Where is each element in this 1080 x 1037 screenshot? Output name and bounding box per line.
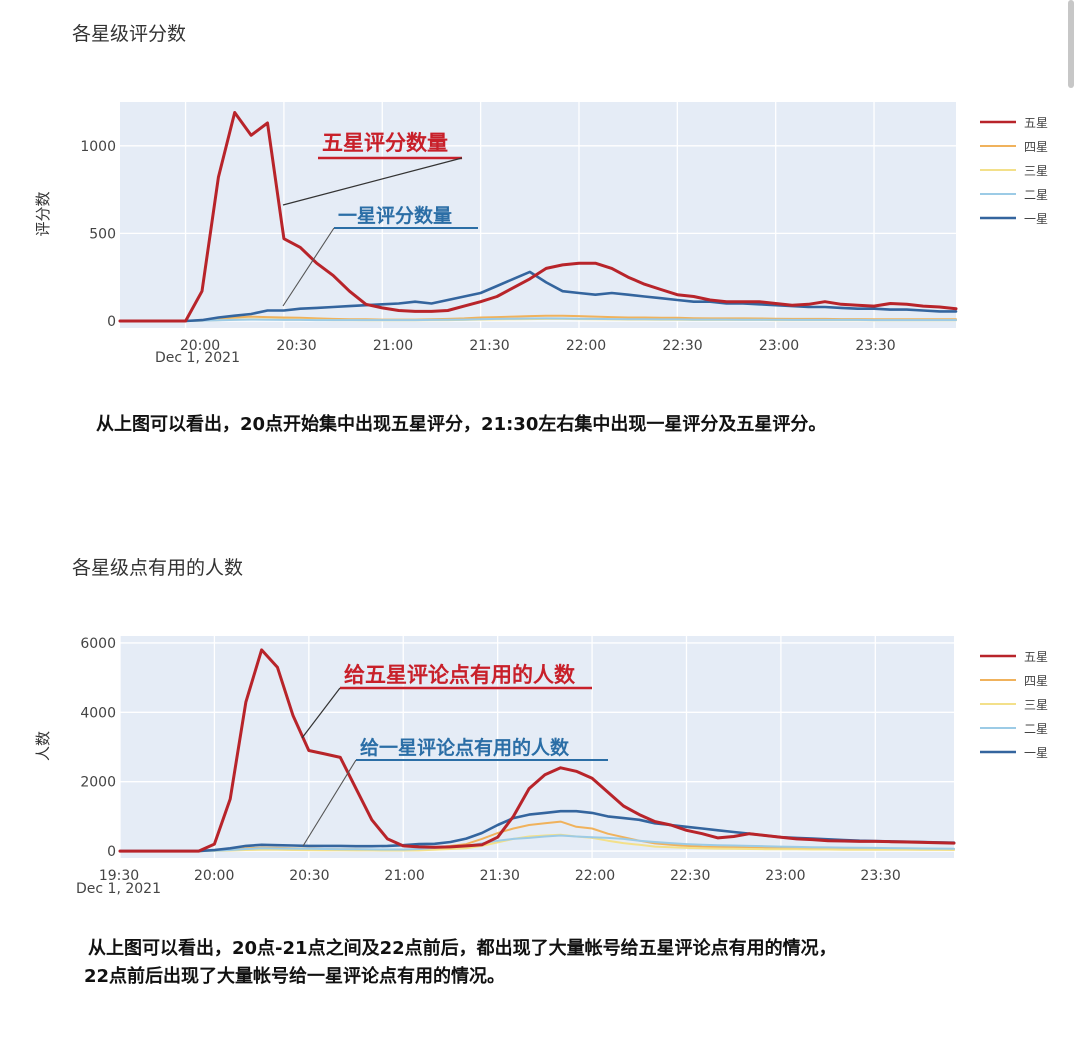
y-tick-label: 6000 xyxy=(80,636,116,652)
y-tick-label: 4000 xyxy=(80,705,116,721)
x-tick-label: 22:00 xyxy=(575,868,615,884)
x-tick-label: 23:30 xyxy=(860,868,900,884)
legend-item-label[interactable]: 四星 xyxy=(1024,674,1048,688)
y-tick-label: 1000 xyxy=(80,139,116,155)
x-tick-label: 22:30 xyxy=(670,868,710,884)
x-tick-label: 21:30 xyxy=(469,338,509,354)
x-axis-date-label: Dec 1, 2021 xyxy=(76,881,161,897)
y-tick-label: 500 xyxy=(89,226,116,242)
annotation-pointer xyxy=(301,687,341,739)
series-line-1 xyxy=(118,648,956,853)
x-tick-label: 23:30 xyxy=(855,338,895,354)
y-tick-label: 2000 xyxy=(80,775,116,791)
x-axis-date-label: Dec 1, 2021 xyxy=(155,350,240,366)
series-line-4 xyxy=(119,834,955,853)
caption-line: 22点前后出现了大量帐号给一星评论点有用的情况。 xyxy=(84,965,505,987)
x-tick-label: 23:00 xyxy=(765,868,805,884)
plot-area xyxy=(120,102,956,328)
annotation-one-star: 一星评分数量 xyxy=(338,204,452,227)
x-tick-label: 21:30 xyxy=(480,868,520,884)
legend-item-label[interactable]: 五星 xyxy=(1024,650,1048,664)
x-tick-label: 21:00 xyxy=(384,868,424,884)
annotation-pointer xyxy=(282,157,463,206)
chart-2: 各星级点有用的人数 19:30 20:00 20:30 21:00 21:30 22:00 2… xyxy=(34,557,1048,987)
x-tick-label: 20:30 xyxy=(276,338,316,354)
legend-item-label[interactable]: 一星 xyxy=(1024,746,1048,760)
chart-title: 各星级点有用的人数 xyxy=(72,557,243,579)
annotation-pointer xyxy=(302,759,357,847)
chart-title: 各星级评分数 xyxy=(72,23,186,45)
legend-item-label[interactable]: 二星 xyxy=(1024,188,1048,202)
x-tick-label: 20:30 xyxy=(289,868,329,884)
legend-item-label[interactable]: 三星 xyxy=(1024,698,1048,712)
annotation-one-star: 给一星评论点有用的人数 xyxy=(360,736,570,759)
series-line-3 xyxy=(119,833,955,853)
series-line-1 xyxy=(118,111,958,323)
x-tick-label: 20:00 xyxy=(194,868,234,884)
caption-text: 从上图可以看出，20点开始集中出现五星评分，21:30左右集中出现一星评分及五星… xyxy=(96,413,826,435)
annotation-five-star: 给五星评论点有用的人数 xyxy=(344,663,576,687)
x-tick-label: 23:00 xyxy=(759,338,799,354)
legend-item-label[interactable]: 五星 xyxy=(1024,116,1048,130)
scrollbar[interactable] xyxy=(1068,0,1074,88)
y-axis-title: 人数 xyxy=(34,731,52,761)
x-tick-label: 22:30 xyxy=(662,338,702,354)
series-line-5 xyxy=(118,270,958,323)
annotation-five-star: 五星评分数量 xyxy=(322,131,448,155)
series-line-4 xyxy=(119,317,957,322)
plot-area xyxy=(120,636,954,858)
chart-1: 各星级评分数 20:00 20:30 21:00 21:30 22:00 22:30 23:0… xyxy=(34,23,1048,435)
legend-item-label[interactable]: 一星 xyxy=(1024,212,1048,226)
legend-item-label[interactable]: 三星 xyxy=(1024,164,1048,178)
caption-line: 从上图可以看出，20点-21点之间及22点前后，都出现了大量帐号给五星评论点有用… xyxy=(88,937,837,959)
x-tick-label: 21:00 xyxy=(373,338,413,354)
y-tick-label: 0 xyxy=(107,314,116,330)
annotation-pointer xyxy=(282,227,335,307)
legend-item-label[interactable]: 二星 xyxy=(1024,722,1048,736)
x-tick-label: 20:00 xyxy=(180,338,220,354)
y-axis-title: 评分数 xyxy=(34,191,52,236)
legend-item-label[interactable]: 四星 xyxy=(1024,140,1048,154)
y-tick-label: 0 xyxy=(107,844,116,860)
x-tick-label: 19:30 xyxy=(99,868,139,884)
x-tick-label: 22:00 xyxy=(566,338,606,354)
